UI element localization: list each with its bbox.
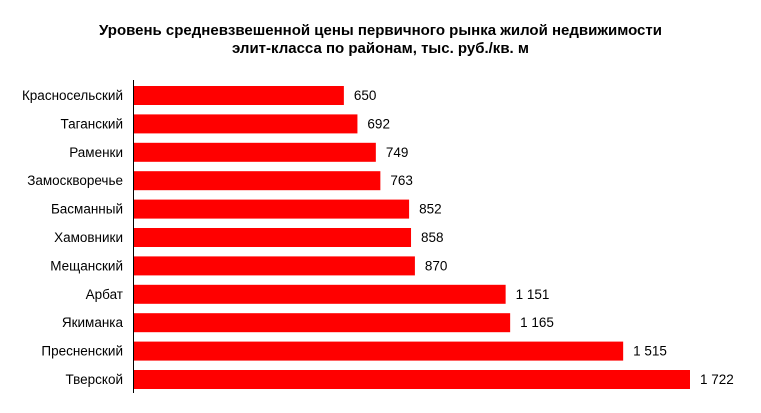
category-label: Мещанский <box>50 258 123 273</box>
bar <box>134 256 415 276</box>
category-label: Красносельский <box>22 88 123 103</box>
chart-title-line-1: Уровень средневзвешенной цены первичного… <box>99 22 662 39</box>
chart-title-line-2: элит-класса по районам, тыс. руб./кв. м <box>232 40 529 57</box>
value-label: 763 <box>390 173 413 188</box>
category-label: Тверской <box>65 372 123 387</box>
value-label: 870 <box>425 258 448 273</box>
value-label: 1 722 <box>700 372 734 387</box>
category-label: Хамовники <box>54 230 123 245</box>
value-label: 1 515 <box>633 344 667 359</box>
value-label: 749 <box>386 145 409 160</box>
bar <box>134 284 506 304</box>
bar <box>134 199 410 219</box>
value-label: 1 165 <box>520 315 554 330</box>
chart-title: Уровень средневзвешенной цены первичного… <box>0 22 761 58</box>
value-label: 650 <box>354 88 377 103</box>
bar <box>134 370 690 389</box>
category-label: Раменки <box>69 145 123 160</box>
value-label: 852 <box>419 202 442 217</box>
category-label: Арбат <box>86 287 123 302</box>
category-label: Замоскворечье <box>27 173 123 188</box>
bar <box>134 313 511 333</box>
category-label: Басманный <box>51 202 123 217</box>
bar <box>134 86 344 105</box>
category-label: Якиманка <box>62 315 124 330</box>
bar <box>134 142 376 162</box>
value-label: 692 <box>367 116 390 131</box>
category-label: Таганский <box>61 116 123 131</box>
bar <box>134 341 624 361</box>
bar <box>134 228 412 247</box>
category-label: Пресненский <box>41 344 123 359</box>
bar <box>134 171 381 191</box>
value-label: 858 <box>421 230 444 245</box>
value-label: 1 151 <box>516 287 550 302</box>
bar <box>134 114 358 134</box>
